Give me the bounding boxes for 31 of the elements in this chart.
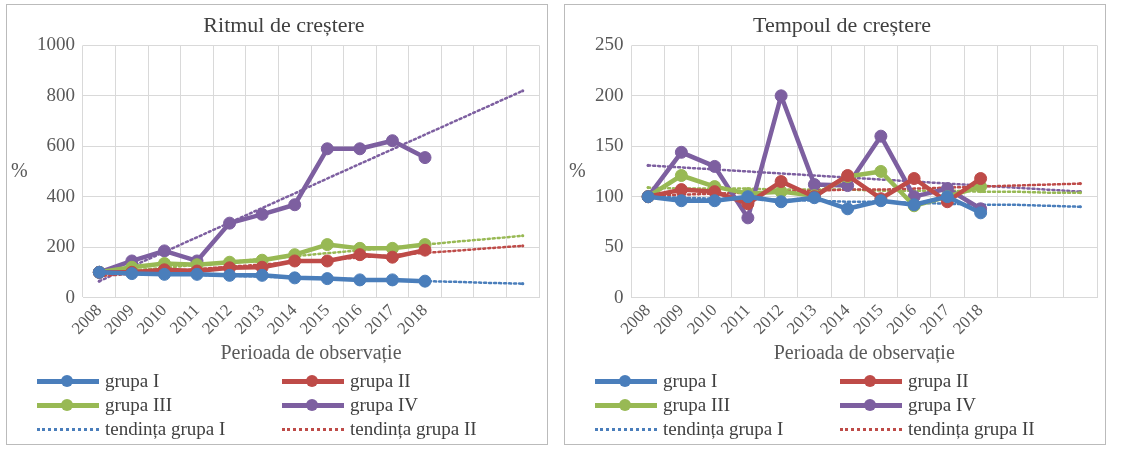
y-tick-label: 50 <box>604 235 624 257</box>
legend-label: grupa II <box>908 370 969 392</box>
legend-label: tendința grupa II <box>350 418 477 440</box>
legend-label: tendința grupa II <box>908 418 1035 440</box>
y-tick-label: 200 <box>595 83 624 105</box>
x-tick-label: 2011 <box>165 300 203 338</box>
legend-label: tendința grupa I <box>105 418 226 440</box>
legend-label: grupa III <box>105 394 172 416</box>
legend-label: grupa II <box>350 370 411 392</box>
y-tick-label: 250 <box>595 33 624 55</box>
chart-title: Ritmul de creștere <box>203 11 365 37</box>
y-axis-title: % <box>569 158 586 181</box>
y-tick-label: 150 <box>595 134 624 156</box>
y-tick-label: 200 <box>46 235 75 257</box>
x-axis-title: Perioada de observație <box>773 341 955 365</box>
x-axis-title: Perioada de observație <box>220 341 402 365</box>
legend-label: grupa IV <box>350 394 419 416</box>
y-tick-label: 0 <box>65 285 75 307</box>
legend-label: grupa I <box>105 370 160 392</box>
chart-title: Tempoul de creștere <box>752 11 932 37</box>
y-tick-label: 400 <box>46 184 75 206</box>
legend-label: grupa I <box>663 370 718 392</box>
y-tick-label: 100 <box>595 184 624 206</box>
y-axis-title: % <box>11 158 28 181</box>
y-tick-label: 1000 <box>37 33 75 55</box>
y-tick-label: 0 <box>614 285 624 307</box>
legend-label: grupa IV <box>908 394 977 416</box>
legend-label: tendința grupa I <box>663 418 784 440</box>
legend-label: grupa III <box>663 394 730 416</box>
y-tick-label: 600 <box>46 134 75 156</box>
y-tick-label: 800 <box>46 83 75 105</box>
